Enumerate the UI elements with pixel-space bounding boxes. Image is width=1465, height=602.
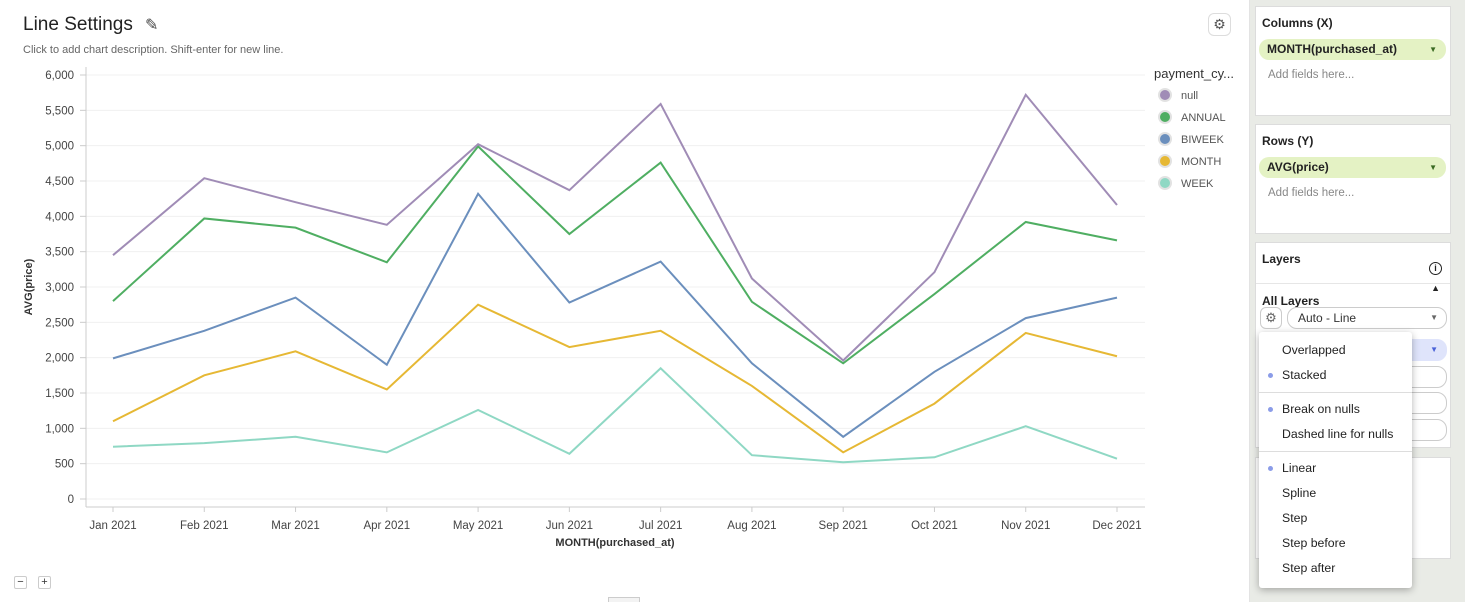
x-axis-title: MONTH(purchased_at): [555, 537, 675, 549]
x-tick-label: Jul 2021: [639, 520, 682, 532]
zoom-in-button[interactable]: +: [38, 576, 51, 589]
legend-item: BIWEEK: [1181, 134, 1224, 146]
field-label: AVG(price): [1267, 160, 1329, 174]
menu-item-label: Dashed line for nulls: [1282, 427, 1394, 441]
chart-type-select[interactable]: Auto - Line ▼: [1287, 307, 1447, 329]
y-tick-label: 3,000: [45, 282, 74, 294]
gear-icon[interactable]: ⚙: [1208, 13, 1231, 36]
all-layers-title[interactable]: All Layers: [1262, 294, 1320, 308]
menu-item-label: Step before: [1282, 536, 1346, 550]
rows-field-pill[interactable]: AVG(price) ▼: [1259, 157, 1446, 178]
menu-item-step-after[interactable]: Step after: [1259, 556, 1412, 581]
caret-down-icon[interactable]: ▼: [1429, 45, 1437, 54]
chart-title[interactable]: Line Settings: [23, 14, 133, 35]
selected-dot-icon: [1268, 373, 1273, 378]
series-line-annual: [112, 144, 1118, 365]
x-tick-label: Aug 2021: [727, 520, 776, 532]
menu-item-label: Overlapped: [1282, 343, 1346, 357]
y-tick-label: 5,500: [45, 105, 74, 117]
y-tick-label: 500: [55, 459, 74, 471]
y-tick-label: 1,500: [45, 388, 74, 400]
y-tick-label: 1,000: [45, 423, 74, 435]
x-tick-label: Oct 2021: [911, 520, 958, 532]
legend-swatch: [1158, 88, 1172, 102]
x-tick-label: Jun 2021: [546, 520, 593, 532]
legend-item: MONTH: [1181, 156, 1221, 168]
menu-item-label: Step after: [1282, 561, 1336, 575]
caret-down-icon: ▼: [1430, 345, 1438, 354]
y-tick-label: 2,500: [45, 317, 74, 329]
rows-drop-zone[interactable]: Add fields here...: [1268, 187, 1355, 199]
caret-down-icon[interactable]: ▼: [1429, 163, 1437, 172]
menu-item-step-before[interactable]: Step before: [1259, 531, 1412, 556]
legend-swatch: [1158, 132, 1172, 146]
x-tick-label: Apr 2021: [363, 520, 410, 532]
menu-item-linear[interactable]: Linear: [1259, 456, 1412, 481]
menu-item-break-on-nulls[interactable]: Break on nulls: [1259, 397, 1412, 422]
columns-drop-zone[interactable]: Add fields here...: [1268, 69, 1355, 81]
series-line-biweek: [112, 191, 1118, 439]
chart-description[interactable]: Click to add chart description. Shift-en…: [23, 44, 284, 56]
line-options-menu: Overlapped Stacked Break on nulls Dashed li…: [1259, 332, 1412, 588]
x-tick-label: Jan 2021: [89, 520, 136, 532]
resize-handle[interactable]: [608, 597, 640, 602]
columns-card: Columns (X) MONTH(purchased_at) ▼ Add fie…: [1255, 6, 1451, 116]
legend-title: payment_cy...: [1154, 66, 1234, 81]
caret-down-icon: ▼: [1430, 313, 1438, 322]
info-icon[interactable]: i: [1429, 262, 1442, 275]
y-axis-title: AVG(price): [23, 258, 35, 315]
x-tick-label: Feb 2021: [180, 520, 229, 532]
layers-title: Layers: [1262, 252, 1301, 266]
menu-item-overlapped[interactable]: Overlapped: [1259, 338, 1412, 363]
x-tick-label: Mar 2021: [271, 520, 320, 532]
layer-gear-icon[interactable]: ⚙: [1260, 307, 1282, 329]
zoom-out-button[interactable]: −: [14, 576, 27, 589]
selected-dot-icon: [1268, 466, 1273, 471]
menu-item-stacked[interactable]: Stacked: [1259, 363, 1412, 388]
columns-field-pill[interactable]: MONTH(purchased_at) ▼: [1259, 39, 1446, 60]
legend-swatch: [1158, 110, 1172, 124]
menu-item-label: Break on nulls: [1282, 402, 1360, 416]
chart-type-value: Auto - Line: [1298, 311, 1357, 325]
chevron-up-icon[interactable]: ▲: [1431, 283, 1440, 293]
menu-divider: [1259, 451, 1412, 452]
menu-divider: [1259, 392, 1412, 393]
pencil-icon[interactable]: ✎: [145, 17, 159, 34]
legend-item: WEEK: [1181, 178, 1214, 190]
x-tick-label: Sep 2021: [819, 520, 868, 532]
line-chart: 0 500 1,000 1,500 2,000 2,500 3,000 3,500 4,000 4…: [23, 66, 1234, 549]
chart-area: Line Settings ✎ Click to add chart descr…: [14, 0, 1250, 602]
menu-item-label: Stacked: [1282, 368, 1327, 382]
rows-card: Rows (Y) AVG(price) ▼ Add fields here...: [1255, 124, 1451, 234]
x-tick-label: May 2021: [453, 520, 504, 532]
series-line-week: [112, 366, 1118, 464]
y-tick-label: 4,000: [45, 211, 74, 223]
legend-item: ANNUAL: [1181, 112, 1226, 124]
x-tick-label: Nov 2021: [1001, 520, 1050, 532]
selected-dot-icon: [1268, 407, 1273, 412]
legend-swatch: [1158, 154, 1172, 168]
columns-title: Columns (X): [1262, 16, 1333, 30]
menu-item-dashed-line-for-nulls[interactable]: Dashed line for nulls: [1259, 422, 1412, 447]
y-tick-label: 6,000: [45, 70, 74, 82]
series-line-null: [112, 92, 1118, 362]
menu-item-label: Linear: [1282, 461, 1317, 475]
legend-swatch: [1158, 176, 1172, 190]
y-tick-label: 4,500: [45, 176, 74, 188]
field-label: MONTH(purchased_at): [1267, 42, 1398, 56]
y-tick-label: 0: [68, 494, 74, 506]
y-tick-label: 2,000: [45, 353, 74, 365]
rows-title: Rows (Y): [1262, 134, 1314, 148]
menu-item-spline[interactable]: Spline: [1259, 481, 1412, 506]
menu-item-label: Step: [1282, 511, 1308, 525]
series-line-month: [112, 303, 1118, 454]
menu-item-label: Spline: [1282, 486, 1317, 500]
y-tick-label: 5,000: [45, 141, 74, 153]
legend-item: null: [1181, 90, 1198, 102]
x-tick-label: Dec 2021: [1092, 520, 1141, 532]
y-tick-label: 3,500: [45, 247, 74, 259]
menu-item-step[interactable]: Step: [1259, 506, 1412, 531]
